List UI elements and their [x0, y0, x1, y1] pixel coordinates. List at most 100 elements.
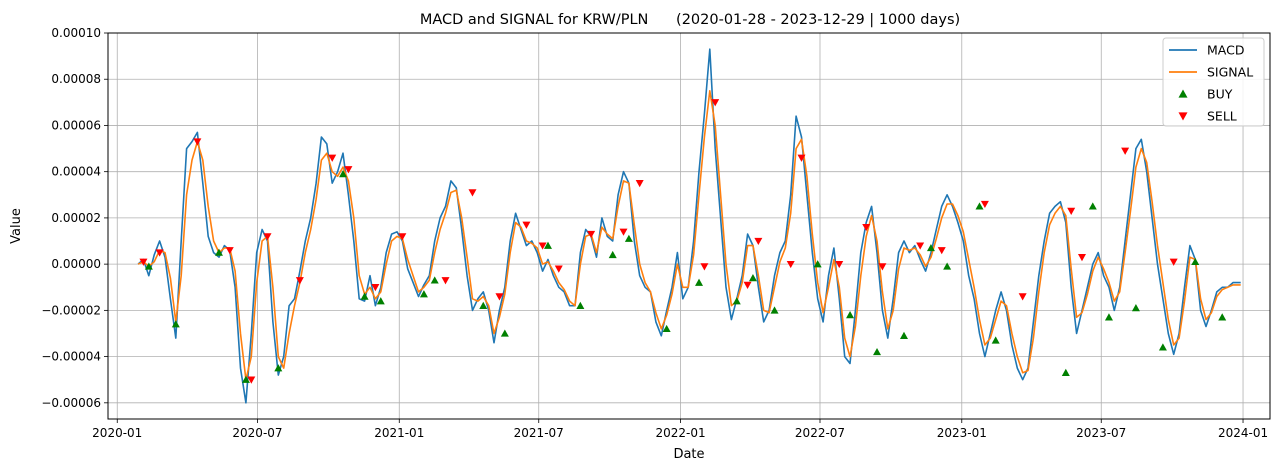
buy-marker — [1061, 368, 1070, 376]
sell-marker — [619, 228, 628, 236]
buy-marker — [748, 274, 757, 282]
signal-markers — [139, 99, 1227, 384]
y-tick-label: 0.00010 — [51, 26, 101, 40]
buy-marker — [873, 347, 882, 356]
sell-marker — [139, 258, 148, 266]
buy-marker — [975, 202, 984, 210]
legend-macd-label: MACD — [1207, 43, 1244, 58]
sell-marker — [587, 230, 596, 239]
buy-marker — [376, 297, 385, 305]
sell-marker — [797, 154, 806, 162]
buy-marker — [1158, 343, 1167, 351]
buy-marker — [695, 278, 704, 286]
x-axis-ticks: 2020-01 2020-07 2021-01 2021-07 2022-01 2022-… — [92, 419, 1268, 440]
sell-marker — [225, 247, 234, 255]
sell-marker — [937, 247, 946, 255]
buy-marker — [1104, 313, 1113, 321]
sell-marker — [1067, 207, 1076, 215]
sell-marker — [522, 221, 531, 229]
x-tick-label: 2021-01 — [374, 426, 424, 440]
buy-marker — [624, 234, 633, 242]
sell-marker — [344, 166, 353, 174]
buy-marker — [274, 364, 283, 372]
legend-buy-swatch — [1178, 89, 1188, 98]
y-tick-label: −0.00006 — [41, 396, 101, 410]
x-tick-label: 2022-01 — [655, 426, 705, 440]
sell-marker — [743, 281, 752, 289]
buy-marker — [926, 243, 935, 252]
buy-marker — [1131, 304, 1140, 312]
buy-marker — [430, 276, 439, 284]
chart-title: MACD and SIGNAL for KRW/PLN (2020-01-28 … — [420, 12, 960, 28]
buy-marker — [608, 250, 617, 259]
x-tick-label: 2022-07 — [795, 426, 845, 440]
buy-marker — [943, 262, 952, 270]
buy-marker — [846, 310, 855, 319]
y-axis-label: Value — [9, 208, 24, 244]
y-tick-label: 0.00006 — [51, 118, 101, 132]
buy-marker — [543, 241, 552, 249]
buy-marker — [899, 331, 908, 339]
sell-marker — [635, 180, 644, 188]
sell-marker — [495, 293, 504, 301]
legend-signal-label: SIGNAL — [1207, 65, 1253, 80]
buy-marker — [1191, 257, 1200, 266]
sell-marker — [263, 233, 272, 241]
sell-marker — [295, 277, 304, 285]
buy-marker — [662, 324, 671, 333]
legend-sell-label: SELL — [1207, 109, 1237, 124]
x-tick-label: 2023-01 — [937, 426, 987, 440]
x-tick-label: 2023-07 — [1076, 426, 1126, 440]
x-axis-label: Date — [673, 447, 704, 462]
buy-marker — [241, 375, 250, 383]
y-tick-label: 0.00004 — [51, 165, 101, 179]
sell-marker — [441, 277, 450, 285]
sell-marker — [1169, 258, 1178, 266]
buy-marker — [732, 297, 741, 305]
sell-marker — [835, 260, 844, 269]
sell-marker — [155, 249, 164, 257]
buy-marker — [991, 336, 1000, 344]
sell-marker — [554, 265, 563, 273]
y-tick-label: −0.00004 — [41, 350, 101, 364]
sell-marker — [862, 223, 871, 232]
sell-marker — [700, 263, 709, 271]
y-tick-label: −0.00002 — [41, 303, 101, 317]
plot-area — [137, 48, 1241, 404]
sell-marker — [398, 233, 407, 241]
buy-marker — [500, 329, 509, 337]
x-tick-label: 2020-01 — [92, 426, 142, 440]
series-lines — [137, 48, 1241, 404]
y-tick-label: 0.00008 — [51, 72, 101, 86]
sell-marker — [786, 260, 795, 269]
buy-marker — [479, 301, 488, 309]
legend: MACD SIGNAL BUY SELL — [1162, 37, 1265, 127]
buy-marker — [770, 306, 779, 314]
x-tick-label: 2020-07 — [232, 426, 282, 440]
sell-marker — [1077, 254, 1086, 262]
buy-marker — [360, 292, 369, 300]
sell-marker — [1018, 293, 1027, 301]
legend-sell-swatch — [1178, 112, 1188, 121]
legend-frame — [1162, 37, 1265, 127]
buy-marker — [1088, 202, 1097, 210]
legend-buy-label: BUY — [1207, 87, 1233, 102]
y-tick-label: 0.00002 — [51, 211, 101, 225]
buy-marker — [144, 262, 153, 270]
buy-marker — [339, 169, 348, 178]
sell-marker — [916, 242, 925, 250]
buy-marker — [171, 320, 180, 328]
sell-marker — [711, 99, 720, 107]
buy-marker — [419, 290, 428, 298]
sell-marker — [247, 376, 256, 384]
sell-marker — [1121, 147, 1130, 155]
buy-marker — [576, 301, 585, 309]
x-tick-label: 2024-01 — [1218, 426, 1268, 440]
buy-marker — [214, 248, 223, 256]
x-tick-label: 2021-07 — [514, 426, 564, 440]
signal-line — [137, 90, 1241, 381]
buy-marker — [813, 260, 822, 268]
buy-marker — [1218, 313, 1227, 321]
